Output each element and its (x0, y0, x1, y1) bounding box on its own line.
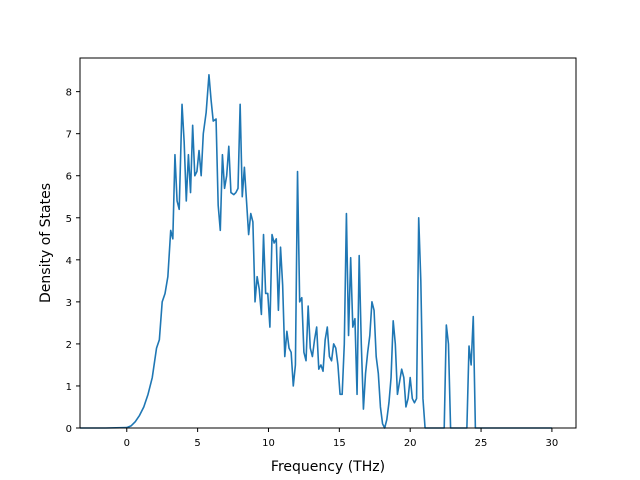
y-axis-ticks: 0 1 2 3 4 5 6 7 8 (66, 88, 80, 435)
series-layer (80, 74, 552, 429)
x-tick-label: 15 (333, 438, 346, 449)
x-tick-label: 20 (404, 438, 417, 449)
x-tick-label: 30 (546, 438, 559, 449)
x-tick-label: 25 (475, 438, 488, 449)
x-axis-label: Frequency (THz) (271, 459, 385, 475)
y-tick-label: 6 (66, 172, 72, 183)
y-axis-label: Density of States (38, 183, 54, 303)
x-tick-label: 0 (124, 438, 130, 449)
y-tick-label: 4 (66, 256, 72, 267)
y-tick-label: 3 (66, 298, 72, 309)
y-tick-label: 7 (66, 130, 72, 141)
y-tick-label: 2 (66, 340, 72, 351)
x-tick-label: 5 (194, 438, 200, 449)
x-axis-ticks: 0 5 10 15 20 25 30 (124, 428, 559, 449)
series-line-0 (80, 74, 552, 429)
plot-area (80, 58, 576, 428)
y-tick-label: 1 (66, 382, 72, 393)
y-tick-label: 8 (66, 88, 72, 99)
y-tick-label: 0 (66, 424, 72, 435)
plot-frame (79, 57, 577, 429)
y-tick-label: 5 (66, 214, 72, 225)
x-tick-label: 10 (262, 438, 275, 449)
